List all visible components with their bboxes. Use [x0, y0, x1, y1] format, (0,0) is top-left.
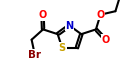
Text: O: O: [96, 10, 105, 20]
Text: O: O: [101, 35, 110, 45]
Text: O: O: [39, 10, 47, 20]
Text: S: S: [59, 43, 66, 53]
Text: Br: Br: [28, 50, 41, 60]
Text: N: N: [65, 21, 74, 31]
